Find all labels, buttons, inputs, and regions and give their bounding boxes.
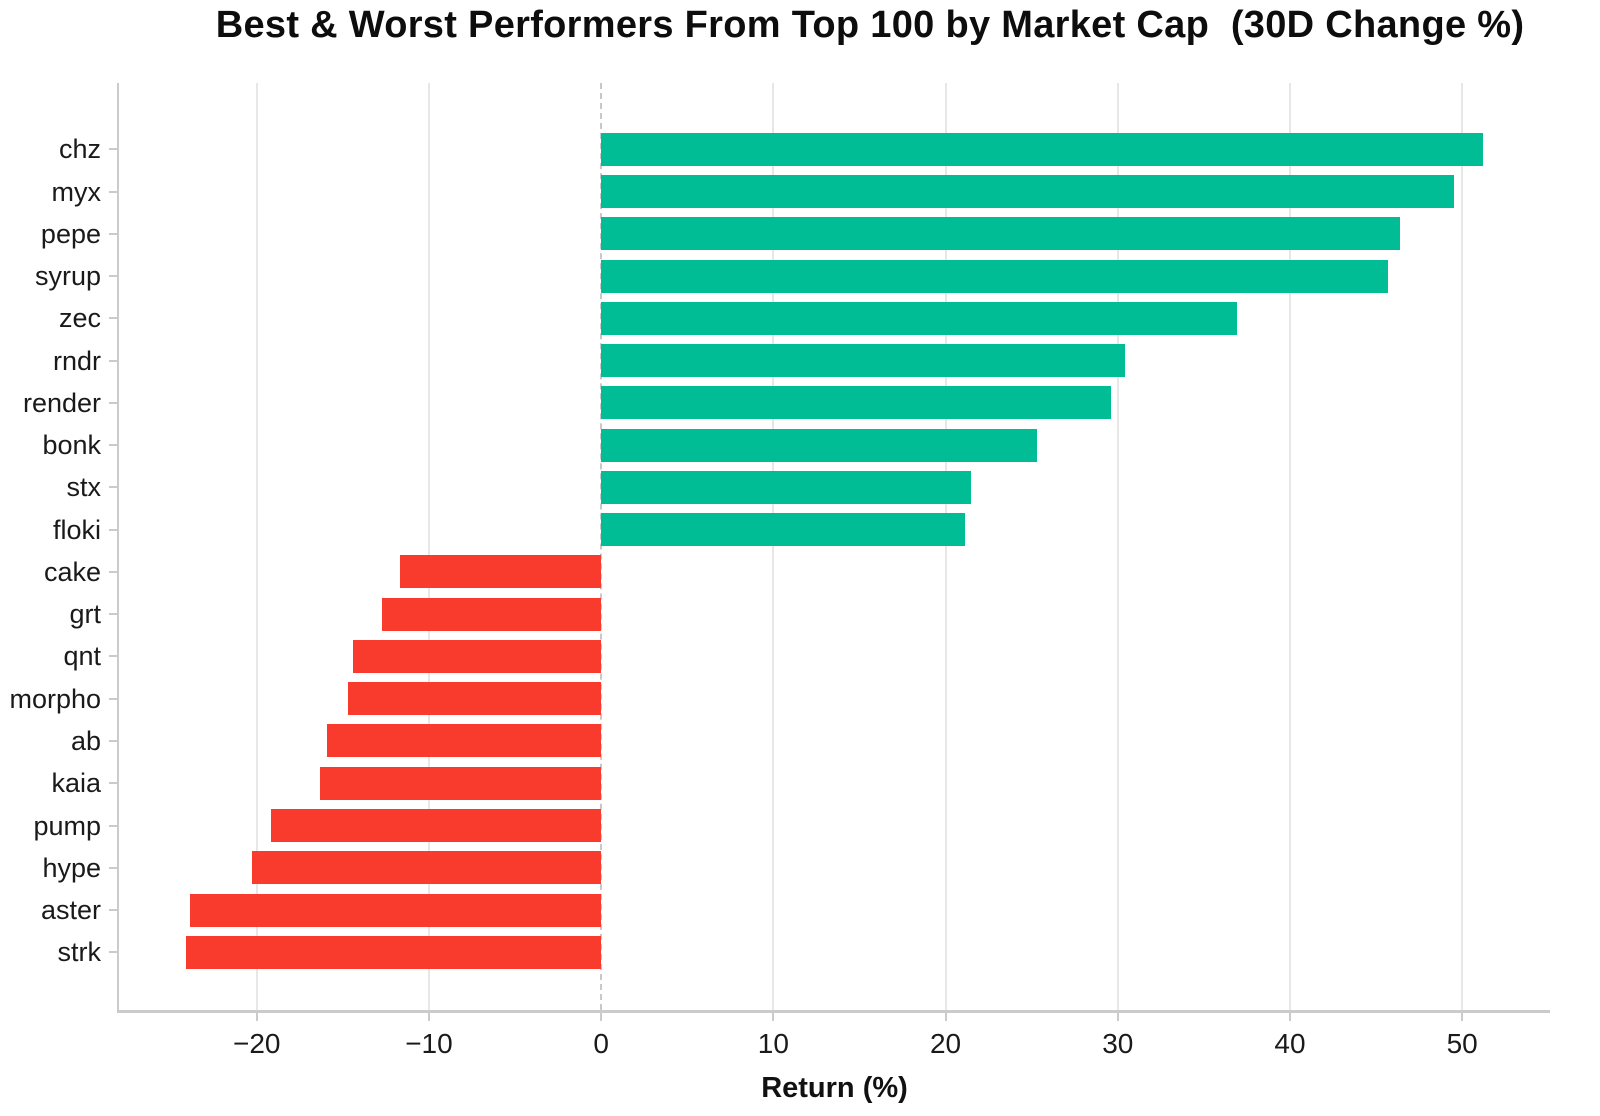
y-tick-mark [109, 486, 117, 489]
bar-myx [601, 175, 1454, 209]
y-tick-mark [109, 782, 117, 785]
y-tick-label-morpho: morpho [9, 683, 101, 714]
plot-area: −20 −10 0 10 20 30 40 50 chz myx pepe syrup zec rndr r… [9, 83, 1550, 1104]
bar-cake [399, 555, 602, 589]
x-tick-mark [1288, 1013, 1291, 1021]
y-tick-mark [109, 275, 117, 278]
zero-gridline [600, 83, 603, 1010]
y-tick-label-pump: pump [33, 810, 101, 841]
y-tick-mark [109, 739, 117, 742]
bar-grt [382, 597, 602, 631]
x-axis-title: Return (%) [761, 1072, 908, 1104]
bar-bonk [601, 428, 1037, 462]
bar-kaia [320, 766, 602, 800]
gridline [772, 83, 775, 1010]
bar-pepe [601, 217, 1401, 251]
x-tick-label: 20 [929, 1028, 962, 1059]
y-tick-mark [109, 613, 117, 616]
bar-strk [186, 935, 602, 969]
y-tick-label-kaia: kaia [51, 768, 101, 799]
y-tick-label-render: render [22, 387, 101, 418]
bar-render [601, 386, 1111, 420]
gridline [944, 83, 947, 1010]
x-tick-mark [600, 1013, 603, 1021]
bar-rndr [601, 344, 1125, 378]
bar-morpho [348, 682, 602, 716]
y-tick-label-floki: floki [52, 514, 101, 545]
y-tick-mark [109, 909, 117, 912]
y-tick-label-cake: cake [43, 556, 101, 587]
bar-syrup [601, 259, 1389, 293]
x-tick-mark [1461, 1013, 1464, 1021]
x-tick-label: 10 [757, 1028, 789, 1059]
y-tick-mark [109, 570, 117, 573]
y-tick-label-zec: zec [58, 303, 101, 334]
x-tick-label: −10 [405, 1028, 453, 1059]
y-tick-mark [109, 951, 117, 954]
x-tick-label: 0 [593, 1028, 609, 1059]
y-tick-mark [109, 697, 117, 700]
y-tick-label-pepe: pepe [40, 218, 101, 249]
y-tick-mark [109, 317, 117, 320]
bar-ab [327, 724, 602, 758]
gridline [427, 83, 430, 1010]
x-tick-mark [772, 1013, 775, 1021]
y-tick-mark [109, 359, 117, 362]
bar-stx [601, 470, 972, 504]
y-tick-label-myx: myx [51, 176, 102, 207]
y-tick-label-syrup: syrup [34, 261, 101, 292]
y-tick-mark [109, 528, 117, 531]
chart-title: Best & Worst Performers From Top 100 by … [215, 4, 1525, 46]
y-tick-label-chz: chz [58, 134, 101, 165]
x-tick-mark [427, 1013, 430, 1021]
y-tick-label-bonk: bonk [42, 430, 101, 461]
y-tick-mark [109, 444, 117, 447]
bar-chz [601, 132, 1483, 166]
y-tick-label-strk: strk [57, 937, 102, 968]
y-tick-mark [109, 824, 117, 827]
y-tick-label-qnt: qnt [63, 641, 101, 672]
x-tick-label: 30 [1102, 1028, 1134, 1059]
y-tick-label-aster: aster [40, 895, 101, 926]
y-tick-mark [109, 401, 117, 404]
x-tick-label: 50 [1446, 1028, 1478, 1059]
x-tick-label: 40 [1274, 1028, 1306, 1059]
bar-pump [270, 809, 602, 842]
bar-aster [189, 893, 602, 927]
y-tick-label-ab: ab [70, 725, 101, 756]
y-tick-mark [109, 866, 117, 869]
y-tick-mark [109, 655, 117, 658]
y-tick-label-hype: hype [42, 852, 101, 883]
gridline [1116, 83, 1119, 1010]
y-tick-mark [109, 190, 117, 193]
bar-qnt [353, 639, 602, 673]
bar-zec [601, 301, 1237, 335]
y-tick-label-grt: grt [69, 599, 101, 630]
x-tick-label: −20 [233, 1028, 281, 1059]
gridline [1288, 83, 1291, 1010]
gridline [255, 83, 258, 1010]
x-tick-mark [944, 1013, 947, 1021]
y-tick-label-rndr: rndr [52, 345, 101, 376]
bar-hype [251, 851, 602, 885]
x-tick-mark [255, 1013, 258, 1021]
y-tick-label-stx: stx [66, 472, 101, 503]
gridline [1461, 83, 1464, 1010]
x-tick-mark [1116, 1013, 1119, 1021]
y-tick-mark [109, 148, 117, 151]
y-tick-mark [109, 232, 117, 235]
bar-floki [601, 513, 965, 547]
